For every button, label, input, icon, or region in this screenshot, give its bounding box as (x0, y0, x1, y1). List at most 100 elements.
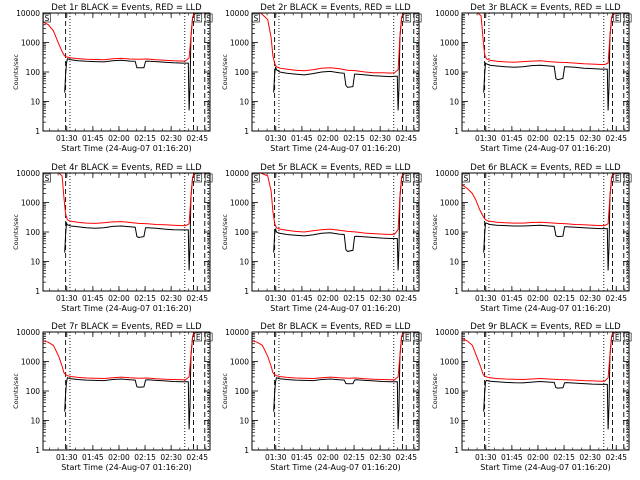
x-tick-label: 02:45 (186, 294, 208, 303)
marker-box (194, 13, 203, 23)
y-tick-label: 10 (239, 258, 249, 267)
x-tick-label: 01:30 (265, 294, 287, 303)
x-tick-label: 01:45 (291, 453, 313, 462)
marker-label: E (615, 333, 620, 342)
y-axis-label: Counts/sec (431, 54, 439, 90)
series-line-lld (43, 332, 200, 381)
marker-label: S (415, 333, 420, 342)
marker-box (204, 173, 213, 183)
panel-title: Det 3r BLACK = Events, RED = LLD (470, 3, 621, 13)
y-axis-label: Counts/sec (221, 373, 229, 409)
x-tick-label: 02:15 (134, 134, 156, 143)
x-axis-label: Start Time (24-Aug-07 01:16:20) (270, 463, 401, 472)
marker-label: S (625, 333, 630, 342)
x-tick-label: 02:15 (553, 134, 575, 143)
y-tick-label: 1000 (21, 199, 40, 208)
y-tick-label: 1000 (230, 39, 249, 48)
y-tick-label: 100 (235, 228, 250, 237)
x-tick-label: 02:45 (605, 453, 627, 462)
y-tick-label: 100 (445, 68, 460, 77)
y-tick-label: 1000 (21, 39, 40, 48)
marker-box (613, 332, 622, 342)
marker-label: S (44, 174, 49, 183)
plot-frame (461, 172, 630, 292)
y-tick-label: 1000 (21, 358, 40, 367)
plot-frame (461, 331, 630, 451)
y-tick-label: 100 (235, 387, 250, 396)
y-tick-label: 10000 (435, 328, 459, 337)
y-tick-label: 10000 (225, 169, 249, 178)
y-tick-label: 10 (449, 258, 459, 267)
x-tick-label: 01:45 (291, 134, 313, 143)
series-line-events (273, 332, 404, 430)
panel-1: Det 1r BLACK = Events, RED = LLD 1 10 100 10… (12, 3, 213, 153)
x-tick-label: 02:15 (343, 294, 365, 303)
y-tick-label: 100 (26, 68, 41, 77)
marker-box (403, 332, 412, 342)
marker-box (613, 173, 622, 183)
y-tick-label: 10000 (435, 169, 459, 178)
x-tick-label: 01:45 (82, 453, 104, 462)
y-tick-label: 1 (244, 287, 249, 296)
y-tick-label: 100 (235, 68, 250, 77)
y-tick-label: 10000 (225, 9, 249, 18)
x-tick-label: 02:15 (134, 453, 156, 462)
x-tick-label: 01:45 (82, 134, 104, 143)
x-tick-label: 01:30 (56, 294, 78, 303)
y-tick-label: 1000 (440, 199, 459, 208)
x-tick-label: 02:00 (527, 294, 549, 303)
panel-5: Det 5r BLACK = Events, RED = LLD 1 10 100 10… (221, 163, 422, 313)
y-axis-label: Counts/sec (221, 54, 229, 90)
x-tick-label: 02:00 (317, 294, 339, 303)
x-tick-label: 02:30 (579, 294, 601, 303)
x-tick-label: 02:15 (553, 294, 575, 303)
marker-label: S (463, 174, 468, 183)
x-tick-label: 02:45 (395, 134, 417, 143)
x-tick-label: 02:30 (160, 453, 182, 462)
x-tick-label: 02:15 (343, 134, 365, 143)
panel-title: Det 8r BLACK = Events, RED = LLD (260, 322, 411, 332)
marker-label: S (206, 333, 211, 342)
x-tick-label: 02:00 (527, 453, 549, 462)
y-tick-label: 1000 (230, 358, 249, 367)
series-line-lld (462, 173, 619, 227)
y-axis-label: Counts/sec (221, 214, 229, 250)
y-tick-label: 10000 (225, 328, 249, 337)
x-tick-label: 01:30 (475, 294, 497, 303)
y-tick-label: 100 (445, 228, 460, 237)
series-line-events (64, 332, 195, 430)
plot-frame (461, 12, 630, 132)
series-line-events (64, 13, 195, 111)
y-axis-label: Counts/sec (12, 214, 20, 250)
marker-box (204, 332, 213, 342)
x-tick-label: 02:00 (108, 134, 130, 143)
marker-box (413, 13, 422, 23)
panel-3: Det 3r BLACK = Events, RED = LLD 1 10 100 10… (431, 3, 632, 153)
x-tick-label: 02:30 (369, 453, 391, 462)
y-tick-label: 10000 (16, 169, 40, 178)
x-tick-label: 02:15 (553, 453, 575, 462)
panel-title: Det 7r BLACK = Events, RED = LLD (51, 322, 202, 332)
x-tick-label: 01:30 (265, 453, 287, 462)
marker-box (413, 332, 422, 342)
y-axis-label: Counts/sec (431, 214, 439, 250)
x-tick-label: 02:45 (186, 453, 208, 462)
x-tick-label: 02:30 (369, 134, 391, 143)
y-tick-label: 10 (30, 417, 40, 426)
x-tick-label: 01:45 (501, 453, 523, 462)
y-axis-label: Counts/sec (12, 373, 20, 409)
x-axis-label: Start Time (24-Aug-07 01:16:20) (270, 144, 401, 153)
plot-frame (251, 172, 420, 292)
y-axis-label: Counts/sec (431, 373, 439, 409)
y-axis-label: Counts/sec (12, 54, 20, 90)
y-tick-label: 1000 (440, 358, 459, 367)
x-tick-label: 02:45 (605, 134, 627, 143)
x-tick-label: 02:45 (186, 134, 208, 143)
plot-frame (42, 12, 211, 132)
y-tick-label: 10000 (435, 9, 459, 18)
marker-label: S (415, 14, 420, 23)
y-tick-label: 1000 (230, 199, 249, 208)
y-tick-label: 1 (454, 127, 459, 136)
